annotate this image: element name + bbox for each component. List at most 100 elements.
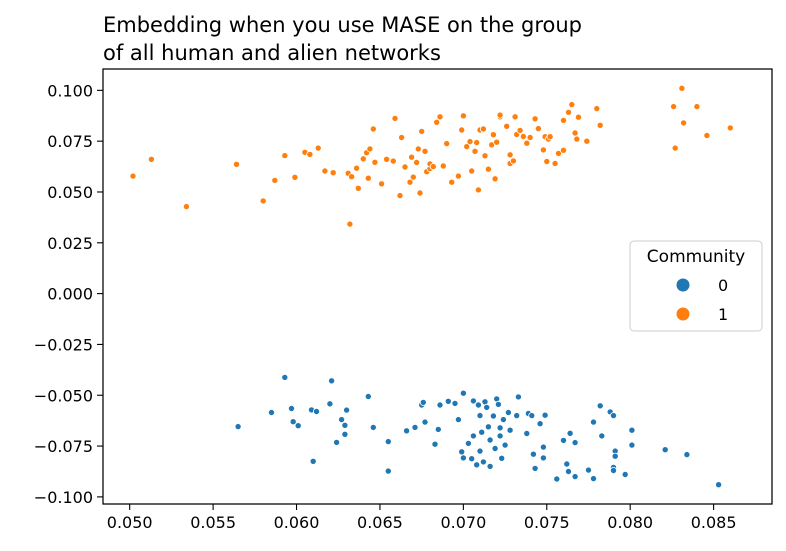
data-point-community-1 — [378, 180, 386, 188]
data-point-community-0 — [287, 404, 295, 412]
data-point-community-0 — [474, 401, 482, 409]
data-point-community-0 — [343, 406, 351, 414]
data-point-community-0 — [341, 430, 349, 438]
data-point-community-1 — [259, 197, 267, 205]
data-point-community-1 — [484, 165, 492, 173]
data-point-community-0 — [469, 432, 477, 440]
x-tick-label: 0.085 — [691, 513, 737, 532]
data-point-community-0 — [529, 450, 537, 458]
data-point-community-1 — [560, 116, 568, 124]
data-point-community-1 — [366, 145, 374, 153]
data-point-community-0 — [436, 401, 444, 409]
data-point-community-0 — [459, 389, 467, 397]
data-point-community-0 — [596, 402, 604, 410]
data-point-community-0 — [598, 432, 606, 440]
data-point-community-1 — [463, 143, 471, 151]
data-point-community-1 — [481, 152, 489, 160]
data-point-community-0 — [469, 397, 477, 405]
data-point-community-0 — [483, 403, 491, 411]
data-point-community-1 — [401, 163, 409, 171]
data-point-community-1 — [474, 186, 482, 194]
data-point-community-1 — [359, 155, 367, 163]
legend-label-0: 0 — [718, 276, 728, 295]
data-point-community-0 — [523, 429, 531, 437]
data-point-community-0 — [494, 400, 502, 408]
data-point-community-0 — [421, 418, 429, 426]
data-point-community-0 — [536, 420, 544, 428]
data-point-community-1 — [398, 133, 406, 141]
data-point-community-1 — [471, 147, 479, 155]
data-point-community-1 — [364, 174, 372, 182]
data-point-community-0 — [590, 475, 598, 483]
data-point-community-1 — [389, 157, 397, 165]
data-point-community-1 — [448, 178, 456, 186]
data-point-community-0 — [326, 400, 334, 408]
data-point-community-1 — [680, 119, 688, 127]
data-point-community-1 — [454, 172, 462, 180]
data-point-community-0 — [571, 439, 579, 447]
data-point-community-1 — [726, 124, 734, 132]
data-point-community-1 — [678, 84, 686, 92]
legend-title: Community — [647, 247, 745, 267]
legend-marker-1 — [676, 307, 690, 321]
data-point-community-0 — [328, 377, 336, 385]
data-point-community-0 — [621, 470, 629, 478]
data-point-community-0 — [585, 466, 593, 474]
data-point-community-0 — [506, 426, 514, 434]
data-point-community-1 — [429, 163, 437, 171]
data-point-community-0 — [566, 429, 574, 437]
data-point-community-1 — [408, 153, 416, 161]
data-point-community-0 — [411, 423, 419, 431]
data-point-community-1 — [383, 155, 391, 163]
data-point-community-1 — [413, 158, 421, 166]
data-point-community-1 — [459, 112, 467, 120]
data-point-community-1 — [348, 173, 356, 181]
data-point-community-1 — [443, 140, 451, 148]
data-point-community-0 — [294, 422, 302, 430]
data-point-community-1 — [314, 144, 322, 152]
y-tick-label: −0.075 — [34, 437, 93, 456]
x-tick-label: 0.075 — [524, 513, 570, 532]
chart-title-line-2: of all human and alien networks — [103, 41, 441, 65]
data-point-community-0 — [628, 441, 636, 449]
points-layer — [129, 84, 734, 489]
chart-title-line-1: Embedding when you use MASE on the group — [103, 13, 582, 37]
data-point-community-0 — [565, 467, 573, 475]
data-point-community-0 — [478, 428, 486, 436]
data-point-community-1 — [396, 192, 404, 200]
data-point-community-0 — [403, 427, 411, 435]
data-point-community-0 — [628, 426, 636, 434]
data-point-community-0 — [553, 475, 561, 483]
data-point-community-0 — [611, 452, 619, 460]
data-point-community-0 — [479, 458, 487, 466]
data-point-community-1 — [543, 157, 551, 165]
data-point-community-1 — [493, 138, 501, 146]
x-tick-label: 0.055 — [190, 513, 236, 532]
data-point-community-1 — [575, 113, 583, 121]
x-tick-label: 0.070 — [440, 513, 486, 532]
data-point-community-1 — [509, 157, 517, 165]
data-point-community-0 — [590, 418, 598, 426]
data-point-community-0 — [541, 411, 549, 419]
data-point-community-1 — [703, 131, 711, 139]
data-point-community-1 — [583, 137, 591, 145]
data-point-community-0 — [476, 412, 484, 420]
y-tick-label: 0.050 — [47, 183, 93, 202]
data-point-community-0 — [486, 462, 494, 470]
data-point-community-1 — [271, 176, 279, 184]
data-point-community-1 — [539, 146, 547, 154]
data-point-community-0 — [528, 412, 536, 420]
data-point-community-0 — [341, 421, 349, 429]
data-point-community-0 — [563, 460, 571, 468]
data-point-community-1 — [473, 139, 481, 147]
data-point-community-1 — [573, 135, 581, 143]
x-tick-label: 0.060 — [274, 513, 320, 532]
data-point-community-0 — [560, 436, 568, 444]
data-point-community-0 — [539, 443, 547, 451]
legend-box — [629, 240, 763, 332]
data-point-community-1 — [371, 158, 379, 166]
data-point-community-0 — [504, 408, 512, 416]
data-point-community-1 — [560, 146, 568, 154]
data-point-community-0 — [661, 446, 669, 454]
